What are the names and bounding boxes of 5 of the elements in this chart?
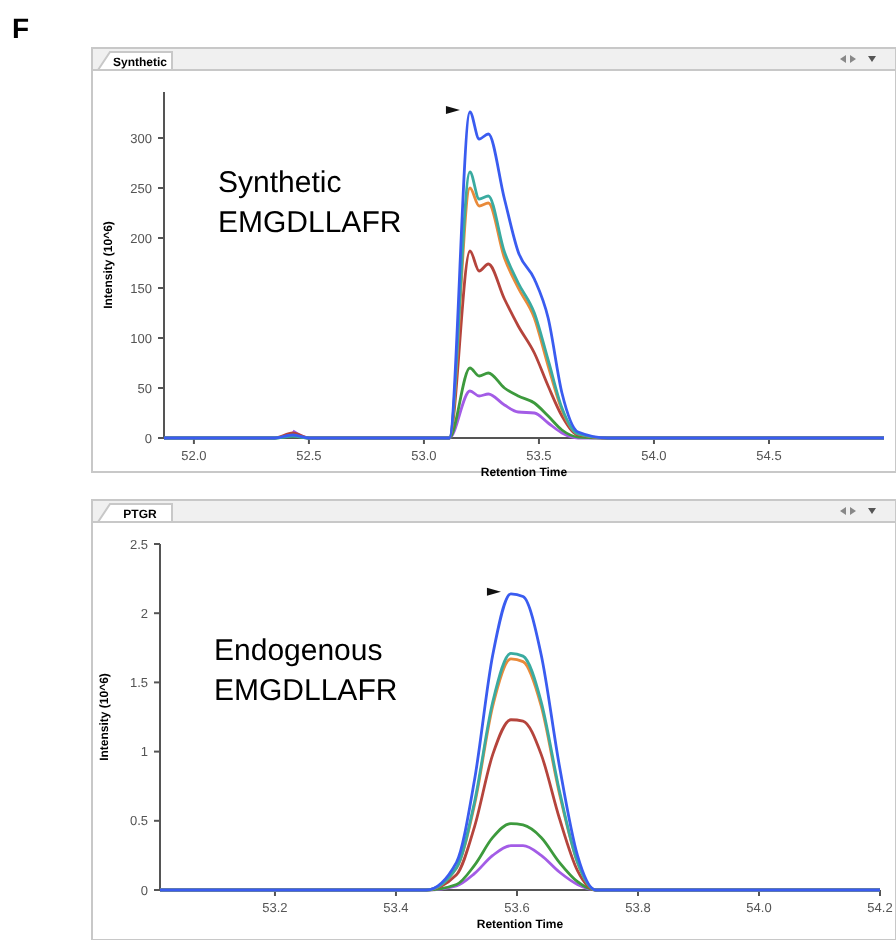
text: F (12, 12, 30, 44)
annotation: Endogenous (214, 634, 383, 668)
annotation: EMGDLLAFR (214, 674, 398, 708)
annotation: EMGDLLAFR (218, 206, 402, 240)
annotation: Synthetic (218, 166, 343, 200)
